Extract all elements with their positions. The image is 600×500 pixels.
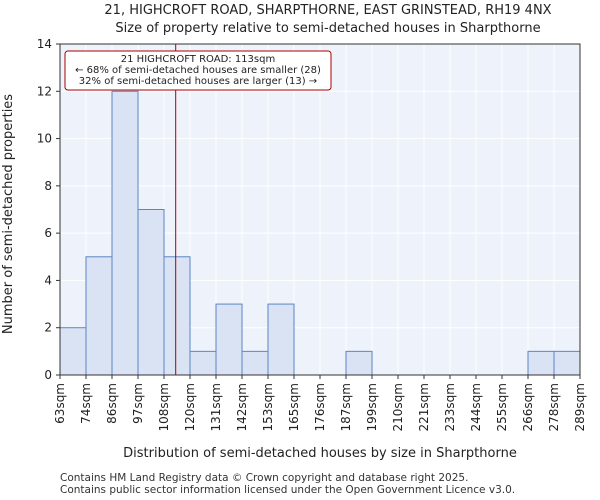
x-tick-label: 187sqm xyxy=(339,383,353,431)
y-tick-label: 8 xyxy=(44,179,52,193)
bar xyxy=(59,327,87,376)
x-tick-label: 210sqm xyxy=(391,383,405,431)
y-tick-label: 10 xyxy=(37,132,52,146)
x-tick-label: 108sqm xyxy=(157,383,171,431)
annotation-box xyxy=(64,50,332,91)
y-tick-label: 6 xyxy=(44,226,52,240)
y-tick-label: 14 xyxy=(37,37,52,51)
y-tick-label: 2 xyxy=(44,321,52,335)
x-tick-label: 266sqm xyxy=(521,383,535,431)
bar xyxy=(163,256,191,376)
bar xyxy=(85,256,113,376)
x-tick-label: 142sqm xyxy=(235,383,249,431)
y-axis-label: Number of semi-detached properties xyxy=(1,94,16,334)
x-tick-label: 233sqm xyxy=(443,383,457,431)
bar xyxy=(241,350,269,376)
bar xyxy=(553,350,581,376)
x-tick-label: 63sqm xyxy=(53,383,67,424)
footer-line-2: Contains public sector information licen… xyxy=(60,484,516,496)
x-tick-label: 165sqm xyxy=(287,383,301,431)
bar xyxy=(345,350,373,376)
x-tick-label: 244sqm xyxy=(469,383,483,431)
x-tick-label: 86sqm xyxy=(105,383,119,424)
y-tick-label: 12 xyxy=(37,84,52,98)
footer-line-1: Contains HM Land Registry data © Crown c… xyxy=(60,472,469,484)
bar xyxy=(137,209,165,376)
x-tick-label: 176sqm xyxy=(313,383,327,431)
y-tick-label: 0 xyxy=(44,368,52,382)
bar xyxy=(267,303,295,376)
plot-area: 0 2 4 6 8 10 12 14 63sqm 74sqm 86sqm 97sqm 108sqm 120… xyxy=(37,37,587,431)
y-tick-label: 4 xyxy=(44,273,52,287)
chart-subtitle: Size of property relative to semi-detach… xyxy=(115,21,540,36)
bar xyxy=(527,350,555,376)
x-tick-label: 153sqm xyxy=(261,383,275,431)
annotation-text: 21 HIGHCROFT ROAD: 113sqm xyxy=(121,54,275,65)
bar xyxy=(215,303,243,376)
annotation-text: ← 68% of semi-detached houses are smalle… xyxy=(75,65,321,76)
bar xyxy=(189,350,217,376)
annotation-text: 32% of semi-detached houses are larger (… xyxy=(79,76,317,87)
x-tick-label: 255sqm xyxy=(495,383,509,431)
x-tick-label: 278sqm xyxy=(547,383,561,431)
x-tick-label: 97sqm xyxy=(131,383,145,424)
x-tick-label: 199sqm xyxy=(365,383,379,431)
x-tick-label: 120sqm xyxy=(183,383,197,431)
x-tick-label: 221sqm xyxy=(417,383,431,431)
chart-title: 21, HIGHCROFT ROAD, SHARPTHORNE, EAST GR… xyxy=(104,3,551,18)
x-tick-label: 74sqm xyxy=(79,383,93,424)
x-tick-label: 131sqm xyxy=(209,383,223,431)
bar xyxy=(111,90,139,376)
x-tick-label: 289sqm xyxy=(573,383,587,431)
x-axis-label: Distribution of semi-detached houses by … xyxy=(123,446,517,461)
